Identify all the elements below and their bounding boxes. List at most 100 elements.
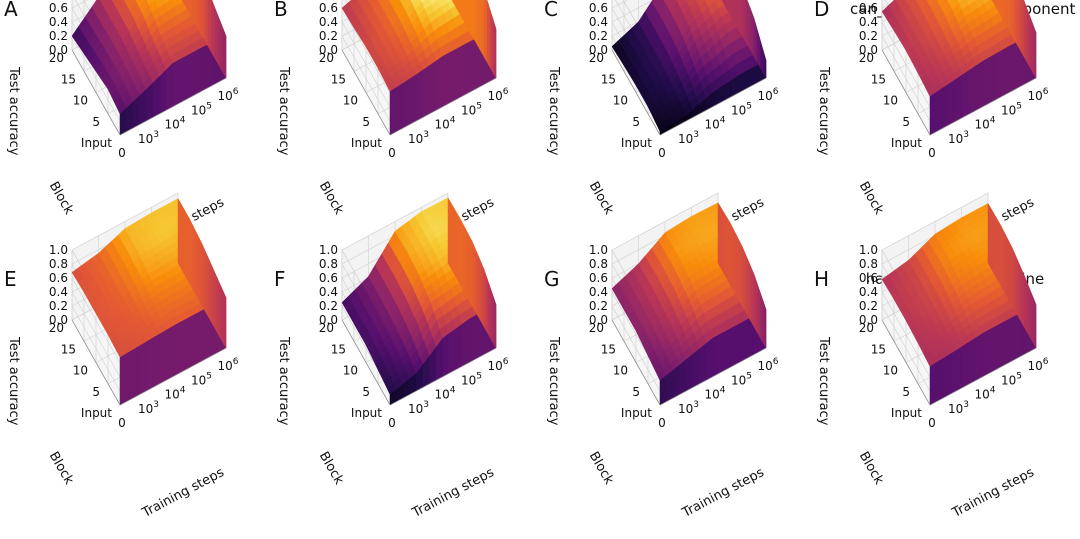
surface-facet bbox=[492, 295, 497, 349]
x-tick-label: 0 bbox=[928, 416, 936, 430]
surface-facet bbox=[146, 82, 154, 122]
y-tick-label: 15 bbox=[601, 72, 616, 86]
y-tick-label: 10 bbox=[73, 94, 88, 108]
surface-facet bbox=[159, 329, 167, 385]
x-tick-label: 103 bbox=[138, 130, 159, 146]
y-tick-label: 5 bbox=[362, 115, 370, 129]
z-tick-label: 0.2 bbox=[319, 29, 338, 43]
x-tick-label: 0 bbox=[658, 416, 666, 430]
y-axis-label: Block bbox=[46, 449, 77, 487]
y-tick-label: 20 bbox=[49, 321, 64, 335]
surface-facet bbox=[152, 333, 161, 388]
surface-facet bbox=[486, 0, 491, 69]
z-axis-label: Test accuracy bbox=[276, 67, 291, 156]
z-tick-label: 0.6 bbox=[859, 271, 878, 285]
y-tick-label: 15 bbox=[871, 72, 886, 86]
surface-facet bbox=[993, 212, 998, 280]
z-tick-label: 0.6 bbox=[49, 1, 68, 15]
z-tick-label: 0.2 bbox=[49, 299, 68, 313]
surface-facet bbox=[166, 62, 174, 111]
x-tick-label: 105 bbox=[461, 101, 482, 117]
surface-facet bbox=[1032, 24, 1037, 79]
surface-facet bbox=[1029, 16, 1034, 74]
surface-facet bbox=[204, 250, 209, 318]
y-tick-label: 20 bbox=[589, 51, 604, 65]
surface-facet bbox=[451, 0, 455, 5]
surface-facet bbox=[1017, 261, 1022, 323]
y-tick-label: 5 bbox=[902, 385, 910, 399]
surface-facet bbox=[739, 319, 747, 363]
surface-facet bbox=[1002, 318, 1010, 367]
panel-h: H has_pinned_pawn_mine 0.00.20.40.60.81.… bbox=[810, 192, 1080, 539]
y-axis-line bbox=[881, 49, 931, 136]
surface-facet bbox=[195, 0, 200, 32]
surface-mesh bbox=[881, 202, 1037, 406]
x-tick-label: 105 bbox=[191, 101, 212, 117]
x-tick-label: 103 bbox=[948, 130, 969, 146]
panel-g: G imbalance_t_ph 0.00.20.40.60.81.0Input… bbox=[540, 192, 810, 539]
surface-facet bbox=[717, 201, 722, 270]
surface-facet bbox=[1014, 0, 1019, 48]
surface-facet bbox=[99, 0, 104, 4]
z-tick-label: 0.2 bbox=[589, 299, 608, 313]
x-tick-label: 103 bbox=[678, 400, 699, 416]
z-tick-label: 0.2 bbox=[859, 29, 878, 43]
surface-facet bbox=[442, 332, 450, 377]
surface-facet bbox=[198, 0, 203, 37]
surface-facet bbox=[993, 0, 998, 10]
x-tick-label: 106 bbox=[1027, 87, 1048, 103]
surface-facet bbox=[377, 0, 385, 5]
z-tick-label: 0.2 bbox=[319, 299, 338, 313]
x-tick-label: 105 bbox=[461, 371, 482, 387]
y-tick-label: 5 bbox=[92, 115, 100, 129]
panel-f: F material_t_mg 0.00.20.40.60.81.0Input5… bbox=[270, 192, 540, 539]
surface-facet bbox=[179, 55, 187, 104]
panel-label: B bbox=[274, 0, 288, 21]
surface-facet bbox=[172, 59, 180, 107]
surface-facet bbox=[991, 0, 995, 5]
surface-facet bbox=[719, 330, 727, 374]
surface-facet bbox=[943, 353, 951, 399]
surface-facet bbox=[651, 0, 660, 7]
surface-facet bbox=[949, 349, 957, 395]
x-tick-label: 106 bbox=[487, 357, 508, 373]
surface-facet bbox=[126, 349, 134, 402]
surface-facet bbox=[480, 262, 485, 328]
surface-facet bbox=[204, 0, 209, 48]
surface-facet bbox=[747, 260, 752, 323]
x-tick-label: 104 bbox=[704, 116, 725, 132]
surface-facet bbox=[1005, 235, 1010, 302]
x-axis-line bbox=[929, 77, 1037, 136]
x-tick-label: 106 bbox=[487, 87, 508, 103]
z-tick-label: 0.2 bbox=[49, 29, 68, 43]
z-axis-label: Test accuracy bbox=[6, 337, 21, 426]
surface-facet bbox=[726, 326, 734, 370]
y-tick-label: Input bbox=[891, 406, 922, 420]
surface-facet bbox=[1032, 297, 1037, 349]
x-tick-label: 0 bbox=[658, 146, 666, 160]
surface-facet bbox=[462, 41, 470, 97]
surface-facet bbox=[1017, 0, 1022, 53]
surface-facet bbox=[474, 0, 479, 48]
y-tick-label: 20 bbox=[859, 51, 874, 65]
surface-facet bbox=[492, 19, 497, 79]
surface-facet bbox=[1023, 0, 1028, 64]
surface-facet bbox=[489, 286, 494, 344]
y-tick-label: 5 bbox=[632, 115, 640, 129]
surface-mesh bbox=[881, 0, 1037, 136]
surface-facet bbox=[459, 0, 464, 21]
surface-facet bbox=[756, 28, 761, 69]
surface-facet bbox=[759, 39, 764, 74]
surface-facet bbox=[699, 342, 707, 385]
surface-facet bbox=[201, 0, 206, 42]
surface-facet bbox=[756, 283, 761, 339]
x-tick-label: 106 bbox=[1027, 357, 1048, 373]
x-tick-label: 104 bbox=[434, 386, 455, 402]
surface-facet bbox=[735, 234, 740, 302]
z-tick-label: 0.8 bbox=[49, 0, 68, 1]
surface-facet bbox=[216, 13, 221, 69]
surface-facet bbox=[198, 237, 203, 307]
surface-facet bbox=[139, 341, 147, 395]
surface-facet bbox=[999, 0, 1004, 21]
y-axis-line bbox=[341, 49, 391, 136]
